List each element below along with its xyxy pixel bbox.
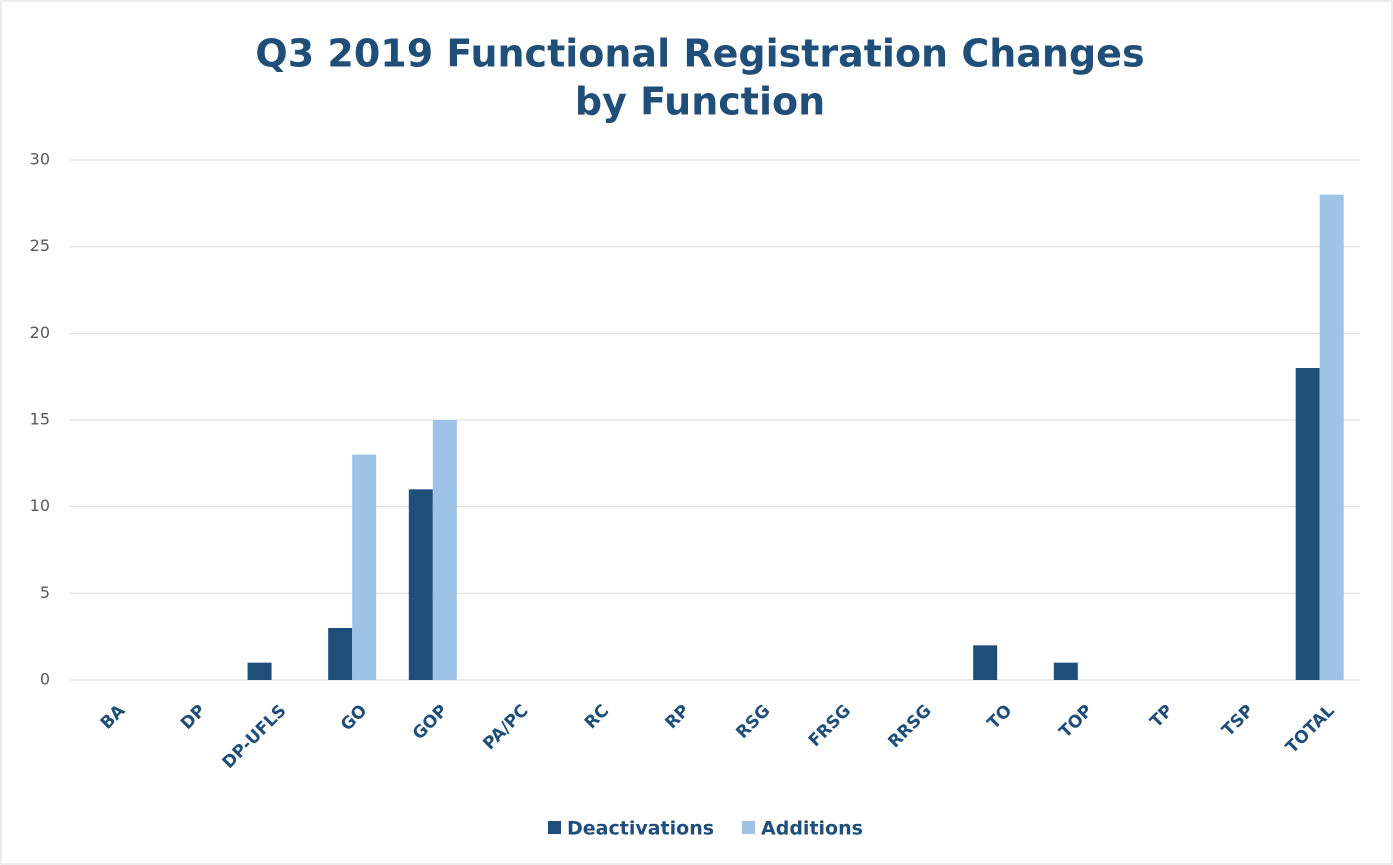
chart-title: Q3 2019 Functional Registration Changes: [255, 32, 1144, 76]
legend-swatch: [548, 821, 561, 834]
chart-title: by Function: [575, 80, 825, 124]
y-tick-label: 20: [30, 323, 50, 342]
bar: [408, 489, 433, 680]
y-tick-label: 10: [30, 496, 50, 515]
bar: [1319, 194, 1344, 680]
bar: [973, 645, 998, 680]
y-tick-label: 25: [30, 236, 50, 255]
legend-label: Additions: [761, 818, 863, 840]
legend-label: Deactivations: [567, 818, 714, 840]
y-tick-label: 0: [40, 670, 50, 689]
y-tick-label: 30: [30, 150, 50, 169]
bar: [1053, 662, 1078, 680]
y-tick-label: 15: [30, 410, 50, 429]
bar: [432, 420, 457, 680]
bar: [328, 628, 353, 680]
bar: [352, 454, 377, 680]
y-tick-label: 5: [40, 583, 50, 602]
legend-swatch: [742, 821, 756, 834]
bar: [247, 662, 272, 680]
bar: [1295, 368, 1320, 680]
